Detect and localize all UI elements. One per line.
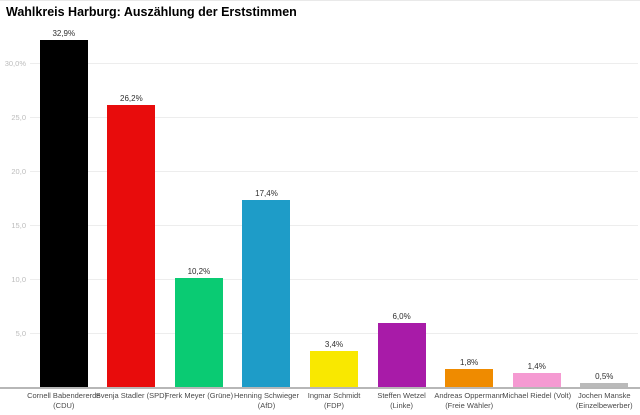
x-axis-line <box>0 387 640 389</box>
bar <box>580 382 629 388</box>
x-axis-tick-label-line: (Freie Wähler) <box>445 400 494 410</box>
bar <box>174 277 223 388</box>
bar-column: 26,2% <box>98 29 166 388</box>
bar-value-label: 6,0% <box>392 312 411 322</box>
x-axis-tick-label-line: (AfD) <box>257 400 276 410</box>
bar-value-label: 26,2% <box>120 93 143 103</box>
bar-column: 17,4% <box>233 29 301 388</box>
bar <box>445 368 494 388</box>
bar-column: 0,5% <box>571 29 639 388</box>
bar-value-label: 1,4% <box>527 361 546 371</box>
x-axis-tick-label: Henning Schwieger (AfD) <box>233 391 301 411</box>
y-axis-tick-label: 15,0 <box>11 220 26 230</box>
gridline <box>30 332 638 334</box>
x-axis-tick-label-line: Henning Schwieger <box>233 391 299 400</box>
x-axis-tick-label-line: Frerk Meyer (Grüne) <box>164 391 234 400</box>
x-axis-tick-label-line: (Linke) <box>390 400 414 410</box>
bar-column: 6,0% <box>368 29 436 388</box>
bar-value-label: 0,5% <box>595 371 614 381</box>
bar <box>512 372 561 388</box>
bar-value-label: 17,4% <box>255 188 278 198</box>
bar <box>107 104 156 388</box>
y-axis: 5,0 10,0 15,0 20,0 25,0 30,0% <box>0 29 27 388</box>
bar-column: 1,8% <box>435 29 503 388</box>
plot-area: 32,9% 26,2% 10,2% 17,4% 3,4% 6,0% 1,8% 1,4% 0,5% <box>30 29 638 388</box>
bar-value-label: 3,4% <box>324 340 344 350</box>
x-axis-tick-label: Jochen Manske (Einzelbewerber) <box>571 391 639 411</box>
bar <box>377 323 426 388</box>
gridline <box>30 278 638 280</box>
x-axis-labels: Cornell Babendererde (CDU) Svenja Stadler … <box>27 391 639 411</box>
x-axis-tick-label-line: Jochen Manske <box>578 391 631 400</box>
gridline <box>30 224 638 226</box>
y-axis-tick-label: 10,0 <box>11 274 26 284</box>
x-axis-tick-label: Ingmar Schmidt (FDP) <box>300 391 368 411</box>
x-axis-tick-label-line: (Einzelbewerber) <box>575 400 633 410</box>
x-axis-tick-label-line: Steffen Wetzel <box>377 391 426 400</box>
y-axis-tick-label: 20,0 <box>11 166 26 176</box>
gridline <box>30 62 638 64</box>
x-axis-tick-label: Svenja Stadler (SPD) <box>95 391 167 411</box>
bar-column: 1,4% <box>503 29 571 388</box>
bar <box>39 40 88 388</box>
x-axis-tick-label: Michael Riedel (Volt) <box>502 391 572 411</box>
bar-value-label: 10,2% <box>187 266 211 276</box>
x-axis-tick-label-line: Michael Riedel (Volt) <box>502 391 572 400</box>
bar-column: 10,2% <box>165 29 233 388</box>
gridline <box>30 170 638 172</box>
x-axis-tick-label: Frerk Meyer (Grüne) <box>165 391 233 411</box>
chart-title: Wahlkreis Harburg: Auszählung der Erstst… <box>6 5 297 19</box>
bar <box>242 199 291 388</box>
y-axis-tick-label: 25,0 <box>11 112 26 122</box>
bars-row: 32,9% 26,2% 10,2% 17,4% 3,4% 6,0% 1,8% 1,4% 0,5% <box>30 29 638 388</box>
bar-column: 3,4% <box>300 29 368 388</box>
x-axis-tick-label: Steffen Wetzel (Linke) <box>368 391 436 411</box>
bar-value-label: 1,8% <box>460 357 479 367</box>
x-axis-tick-label: Cornell Babendererde (CDU) <box>27 391 101 411</box>
x-axis-tick-label: Andreas Oppermann (Freie Wähler) <box>434 391 504 411</box>
x-axis-tick-label-line: (CDU) <box>53 400 75 410</box>
x-axis-tick-label-line: Cornell Babendererde <box>27 391 101 400</box>
x-axis-tick-label-line: (FDP) <box>324 400 345 410</box>
y-axis-tick-label: 5,0 <box>15 328 26 338</box>
x-axis-tick-label-line: Svenja Stadler (SPD) <box>95 391 167 400</box>
bar-value-label: 32,9% <box>52 29 76 38</box>
gridline <box>30 116 638 118</box>
bar <box>310 351 359 388</box>
bar-column: 32,9% <box>30 29 98 388</box>
y-axis-tick-label: 30,0% <box>4 58 26 68</box>
x-axis-tick-label-line: Andreas Oppermann <box>434 391 504 400</box>
x-axis-tick-label-line: Ingmar Schmidt <box>307 391 361 400</box>
